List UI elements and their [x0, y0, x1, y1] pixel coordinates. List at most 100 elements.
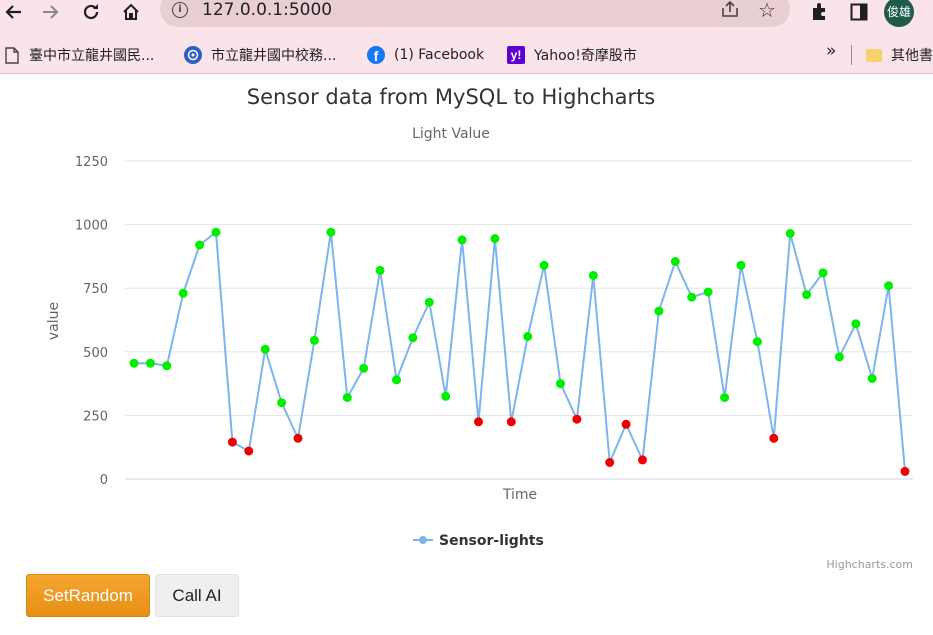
data-point[interactable]	[260, 344, 270, 354]
data-point[interactable]	[211, 227, 221, 237]
data-point[interactable]	[178, 288, 188, 298]
data-point[interactable]	[834, 352, 844, 362]
data-point[interactable]	[326, 227, 336, 237]
folder-icon	[866, 48, 882, 62]
data-point[interactable]	[752, 337, 762, 347]
bookmark-label: 市立龍井國中校務...	[211, 48, 337, 64]
data-point[interactable]	[277, 398, 287, 408]
address-bar[interactable]: i 127.0.0.1:5000 ☆	[160, 0, 790, 27]
legend[interactable]: Sensor-lights	[413, 533, 544, 549]
data-point[interactable]	[572, 414, 582, 424]
reload-icon[interactable]	[80, 0, 102, 24]
other-bookmarks[interactable]: 其他書	[866, 43, 933, 67]
share-icon[interactable]	[720, 0, 740, 22]
data-point[interactable]	[818, 268, 828, 278]
other-bookmarks-label: 其他書	[891, 48, 933, 64]
series-sensor-lights[interactable]	[129, 227, 910, 476]
data-point[interactable]	[227, 437, 237, 447]
data-point[interactable]	[900, 466, 910, 476]
chart-subtitle: Light Value	[412, 126, 490, 142]
forward-icon[interactable]	[40, 0, 62, 24]
page-icon	[5, 46, 19, 64]
bookmarks-divider	[851, 45, 852, 65]
data-point[interactable]	[769, 433, 779, 443]
data-point[interactable]	[457, 235, 467, 245]
data-point[interactable]	[720, 393, 730, 403]
bookmark-item[interactable]: 臺中市立龍井國民...	[5, 43, 154, 67]
series-line	[134, 230, 906, 472]
bookmark-item[interactable]: 市立龍井國中校務...	[184, 43, 336, 67]
profile-avatar[interactable]: 俊雄	[884, 0, 914, 27]
data-point[interactable]	[523, 332, 533, 341]
data-point[interactable]	[129, 358, 139, 368]
data-point[interactable]	[490, 234, 500, 244]
data-point[interactable]	[162, 361, 172, 371]
y-tick-label: 0	[100, 473, 108, 488]
data-point[interactable]	[621, 419, 631, 429]
side-panel-icon[interactable]	[848, 0, 870, 24]
data-point[interactable]	[638, 455, 647, 465]
bookmark-star-icon[interactable]: ☆	[758, 0, 776, 22]
sensor-chart: Sensor data from MySQL to Highcharts Lig…	[46, 85, 913, 571]
data-point[interactable]	[539, 260, 549, 270]
facebook-icon: f	[367, 46, 385, 64]
set-random-button[interactable]: SetRandom	[26, 574, 150, 617]
yahoo-icon: y!	[507, 46, 525, 64]
data-point[interactable]	[145, 358, 155, 368]
data-point[interactable]	[359, 363, 369, 373]
data-point[interactable]	[195, 240, 205, 250]
data-point[interactable]	[588, 271, 598, 280]
data-point[interactable]	[342, 393, 352, 403]
data-point[interactable]	[884, 281, 894, 291]
home-icon[interactable]	[120, 0, 142, 24]
data-point[interactable]	[375, 265, 385, 275]
legend-label[interactable]: Sensor-lights	[439, 533, 544, 549]
bookmark-label: Yahoo!奇摩股市	[534, 48, 637, 64]
url-text[interactable]: 127.0.0.1:5000	[202, 0, 333, 20]
data-point[interactable]	[802, 290, 812, 300]
legend-marker-icon	[419, 536, 427, 544]
data-point[interactable]	[441, 391, 451, 401]
school-icon	[184, 46, 202, 64]
call-ai-button[interactable]: Call AI	[155, 574, 239, 617]
data-point[interactable]	[654, 306, 664, 316]
data-point[interactable]	[605, 458, 615, 467]
back-icon[interactable]	[2, 0, 24, 24]
data-point[interactable]	[244, 446, 254, 456]
grid-lines	[125, 160, 913, 480]
more-bookmarks-icon[interactable]: »	[826, 41, 837, 61]
data-point[interactable]	[392, 375, 401, 385]
data-point[interactable]	[408, 333, 418, 343]
data-point[interactable]	[424, 297, 434, 307]
bookmarks-bar: 臺中市立龍井國民... 市立龍井國中校務... f (1) Facebook y…	[0, 37, 933, 74]
data-point[interactable]	[703, 287, 713, 297]
data-point[interactable]	[867, 374, 877, 383]
data-point[interactable]	[293, 433, 303, 443]
bookmark-label: 臺中市立龍井國民...	[29, 48, 155, 64]
data-point[interactable]	[785, 229, 795, 238]
y-tick-label: 500	[83, 346, 108, 361]
data-point[interactable]	[506, 417, 516, 427]
chart-title: Sensor data from MySQL to Highcharts	[247, 85, 656, 109]
site-info-icon[interactable]: i	[172, 2, 188, 18]
bookmark-label: (1) Facebook	[394, 47, 485, 63]
data-point[interactable]	[556, 379, 565, 389]
bookmark-item[interactable]: f (1) Facebook	[367, 43, 484, 67]
data-point[interactable]	[309, 335, 319, 345]
y-tick-label: 1000	[75, 219, 108, 234]
data-point[interactable]	[687, 292, 697, 302]
bookmark-item[interactable]: y! Yahoo!奇摩股市	[507, 43, 637, 67]
highcharts-credits[interactable]: Highcharts.com	[826, 558, 913, 571]
data-point[interactable]	[851, 319, 861, 329]
y-tick-label: 750	[83, 282, 108, 297]
y-tick-label: 1250	[75, 155, 108, 170]
y-axis-ticks: 0 250 500 750 1000 1250	[75, 155, 108, 488]
y-axis-title: value	[46, 302, 62, 340]
y-tick-label: 250	[83, 409, 108, 424]
extensions-icon[interactable]	[808, 0, 832, 24]
data-point[interactable]	[736, 260, 746, 270]
browser-toolbar: i 127.0.0.1:5000 ☆ 俊雄	[0, 0, 933, 37]
data-point[interactable]	[474, 417, 483, 427]
data-point[interactable]	[670, 257, 680, 266]
x-axis-title: Time	[502, 487, 537, 503]
